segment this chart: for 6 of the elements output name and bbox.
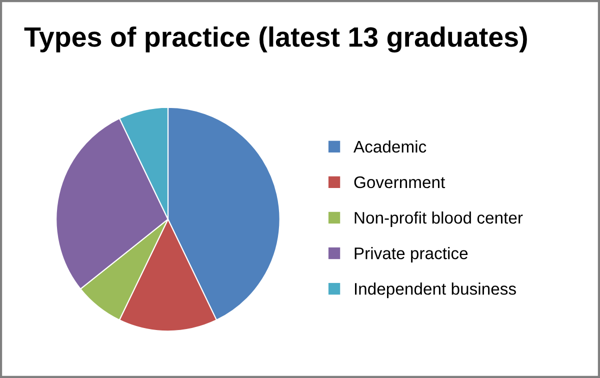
legend-label: Non-profit blood center: [354, 211, 523, 228]
legend-label: Government: [354, 176, 446, 188]
legend-label: Private practice: [354, 247, 468, 263]
legend-label: Independent business: [354, 282, 516, 298]
chart-title: Types of practice (latest 13 graduates): [24, 26, 527, 52]
legend-label: Academic: [353, 140, 426, 153]
